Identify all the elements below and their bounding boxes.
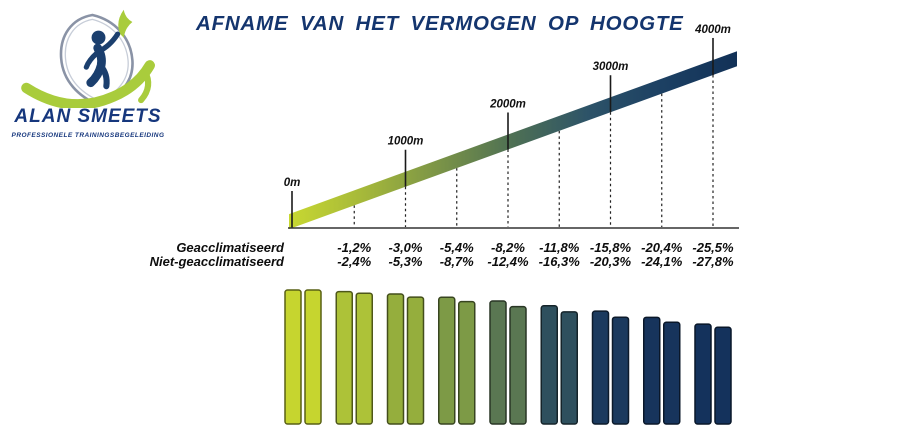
pct-value: -5,4% (440, 240, 474, 255)
pct-value: -12,4% (487, 254, 529, 269)
series-row-label: Geacclimatiseerd (176, 240, 285, 255)
bar-niet-geacclimatiseerd (304, 289, 322, 425)
bar-geacclimatiseerd (284, 289, 302, 425)
altitude-ramp (289, 51, 737, 230)
bar-geacclimatiseerd (386, 293, 405, 425)
pct-value: -1,2% (337, 240, 371, 255)
pct-value: -5,3% (389, 254, 423, 269)
altitude-tick-label: 1000m (388, 136, 424, 148)
flame-shape (118, 9, 133, 38)
pct-value: -8,2% (491, 240, 525, 255)
pct-value: -25,5% (692, 240, 734, 255)
chart-title: AFNAME VAN HET VERMOGEN OP HOOGTE (196, 12, 684, 35)
pct-value: -15,8% (590, 240, 632, 255)
pct-value: -20,4% (641, 240, 683, 255)
bar-geacclimatiseerd (643, 316, 661, 425)
altitude-tick-label: 3000m (593, 61, 629, 73)
runner-back-leg (97, 62, 110, 90)
brand-name: ALAN SMEETS (14, 106, 162, 127)
bar-niet-geacclimatiseerd (611, 316, 630, 425)
pct-value: -20,3% (590, 254, 632, 269)
bar-geacclimatiseerd (694, 323, 712, 425)
bar-niet-geacclimatiseerd (714, 326, 732, 425)
bar-niet-geacclimatiseerd (663, 321, 681, 425)
bar-geacclimatiseerd (335, 290, 353, 425)
runner-back-arm (83, 50, 100, 70)
brand-tagline: PROFESSIONELE TRAININGSBEGELEIDING (11, 132, 165, 139)
swoosh-tail (138, 67, 152, 104)
bar-geacclimatiseerd (438, 296, 456, 425)
brand-logo: ALAN SMEETS PROFESSIONELE TRAININGSBEGEL… (2, 4, 182, 154)
swoosh-shape (21, 60, 155, 108)
pct-value: -24,1% (641, 254, 683, 269)
pct-value: -11,8% (539, 240, 580, 255)
bar-niet-geacclimatiseerd (560, 311, 578, 425)
bar-niet-geacclimatiseerd (406, 296, 425, 425)
altitude-tick-label: 4000m (694, 24, 731, 36)
bar-niet-geacclimatiseerd (509, 305, 527, 425)
pct-value: -3,0% (389, 240, 423, 255)
runner-torch-arm (95, 31, 121, 55)
bar-geacclimatiseerd (489, 300, 507, 425)
altitude-tick-label: 0m (284, 177, 301, 189)
bar-geacclimatiseerd (591, 310, 610, 425)
bar-geacclimatiseerd (540, 305, 558, 425)
pct-value: -27,8% (692, 254, 734, 269)
bar-niet-geacclimatiseerd (355, 292, 373, 425)
series-row-label: Niet-geacclimatiseerd (150, 254, 285, 269)
runner-shield-icon (21, 9, 155, 108)
runner-head (91, 30, 106, 45)
altitude-tick-label: 2000m (489, 98, 526, 110)
bar-niet-geacclimatiseerd (458, 300, 476, 425)
pct-value: -8,7% (440, 254, 474, 269)
pct-value: -2,4% (337, 254, 371, 269)
pct-value: -16,3% (539, 254, 581, 269)
